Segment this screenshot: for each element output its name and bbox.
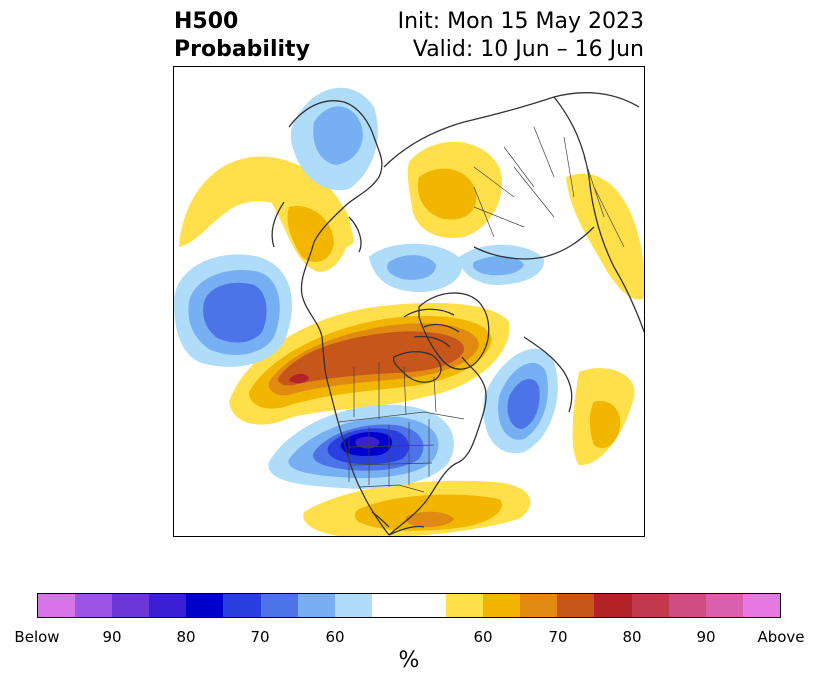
colorbar-segment (297, 594, 335, 617)
eurasia-country-lines (473, 126, 625, 248)
probability-shading (174, 87, 644, 536)
europe-coast (523, 336, 573, 413)
colorbar-tick-label: 60 (325, 628, 345, 646)
colorbar-segment (742, 594, 780, 617)
colorbar-segment (520, 594, 558, 617)
central-america (371, 511, 425, 536)
valid-range: Valid: 10 Jun – 16 Jun (412, 37, 644, 62)
colorbar-tick-label: 70 (250, 628, 270, 646)
kamchatka (271, 201, 362, 253)
colorbar-tick-label: 80 (622, 628, 642, 646)
colorbar-segment (186, 594, 224, 617)
variable-title: H500 (174, 9, 239, 34)
colorbar-segment (483, 594, 521, 617)
colorbar-segment (38, 594, 76, 617)
colorbar-segment (75, 594, 113, 617)
colorbar-segment (705, 594, 743, 617)
below-core-arctic-left (387, 255, 436, 280)
below-core-us (355, 436, 380, 449)
canada-province-lines (353, 362, 437, 419)
hudson-bay (392, 351, 442, 383)
probability-map (173, 66, 645, 537)
chart-title-right: Init: Mon 15 May 2023 Valid: 10 Jun – 16… (398, 8, 644, 64)
north-america-west-coast (300, 241, 390, 536)
product-title: Probability (174, 37, 310, 62)
colorbar-segment (668, 594, 706, 617)
colorbar-segment (112, 594, 150, 617)
colorbar-tick-label: 90 (102, 628, 122, 646)
above-core-scandinavia (417, 168, 477, 220)
colorbar-tick-label: 90 (696, 628, 716, 646)
colorbar-tick-label: 60 (473, 628, 493, 646)
colorbar-segment (334, 594, 372, 617)
chart-title-left: H500 Probability (174, 8, 310, 64)
above-area-asia (566, 173, 644, 300)
us-state-lines (348, 419, 435, 487)
colorbar-tick-label: 80 (176, 628, 196, 646)
coastlines (271, 92, 644, 536)
colorbar-tick-label: Below (14, 628, 60, 646)
colorbar-tick-label: 70 (548, 628, 568, 646)
colorbar-unit: % (398, 648, 420, 673)
above-core-atlantic (589, 401, 621, 449)
above-band-80 (278, 331, 465, 386)
eurasia-coast (383, 92, 644, 334)
us-mexico-border (358, 484, 425, 493)
colorbar-segment (260, 594, 298, 617)
above-core-westcanada (287, 206, 334, 262)
above-core-south (405, 511, 454, 527)
above-core-85 (289, 373, 309, 384)
political-borders (338, 126, 625, 493)
colorbar-segment (149, 594, 187, 617)
alaska-coast (288, 100, 383, 243)
north-america-east-coast (388, 356, 487, 536)
probability-colorbar (37, 593, 781, 618)
colorbar-segment (557, 594, 595, 617)
colorbar-segment (631, 594, 669, 617)
colorbar-segment (446, 594, 484, 617)
greenland (418, 292, 490, 370)
below-core-alaska (313, 106, 363, 165)
init-date: Init: Mon 15 May 2023 (397, 9, 644, 34)
colorbar-segment (594, 594, 632, 617)
below-core-arctic-right (472, 255, 524, 276)
colorbar-tick-label: Above (757, 628, 805, 646)
colorbar-segment (223, 594, 261, 617)
below-core-atlantic (507, 378, 540, 429)
below-core-northpacific (203, 282, 267, 343)
colorbar-segment (371, 594, 447, 617)
us-canada-border (338, 411, 465, 423)
canadian-archipelago (403, 308, 460, 348)
